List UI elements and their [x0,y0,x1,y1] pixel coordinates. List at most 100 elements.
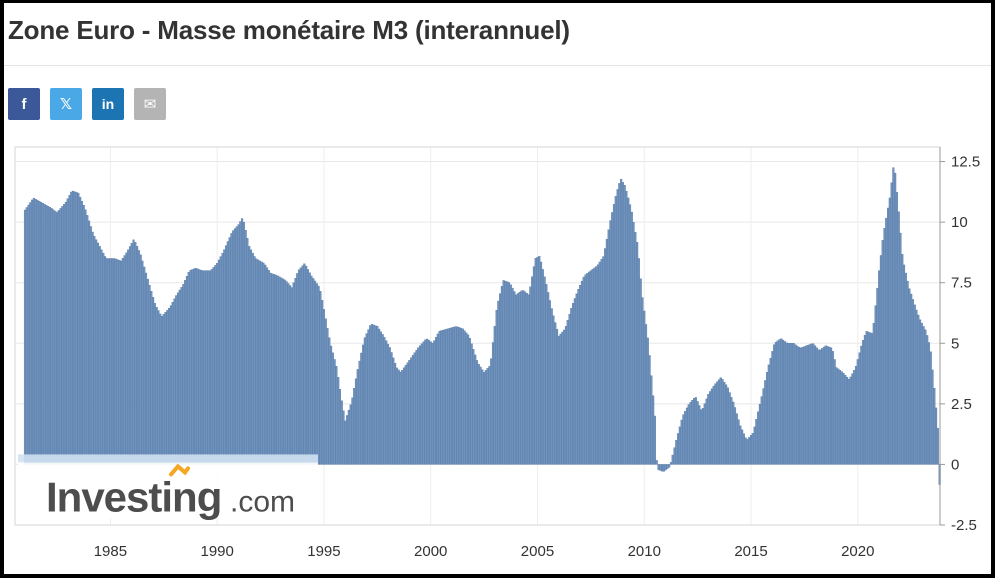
bar [71,190,75,465]
bar [922,326,925,465]
bar [844,375,847,465]
bar [616,189,619,465]
bar [511,287,514,465]
bar [41,202,44,465]
bar [180,287,183,465]
bar [468,338,471,465]
bar [390,352,393,465]
y-tick-label: 10 [951,214,968,231]
twitter-label: 𝕏 [59,96,73,113]
bar [139,254,142,465]
bar [128,246,132,465]
bar [402,367,406,465]
bar [812,343,815,465]
bar [662,464,665,472]
bar [265,267,269,465]
bar [244,230,247,465]
bar [109,258,112,465]
bar [394,363,397,465]
twitter-x-icon[interactable]: 𝕏 [50,88,82,120]
bar [137,250,140,465]
bar [611,212,614,465]
bar [86,215,89,465]
bar [84,209,87,465]
bar [703,403,706,465]
bar [479,366,482,465]
bar [459,327,463,465]
bar [602,256,605,465]
bar [894,172,897,465]
bar [232,230,235,465]
bar [308,272,311,465]
bar [436,333,439,465]
bar [527,294,530,465]
bar [741,429,744,465]
bar [435,337,438,465]
bar [249,249,253,465]
bar [554,322,557,465]
bar [182,284,185,465]
bar [449,327,452,465]
bar [488,366,491,465]
bar [296,273,299,465]
linkedin-label: in [101,96,115,112]
bar [856,359,859,465]
bar [43,203,46,465]
bar [89,226,92,465]
bar [490,358,493,465]
bar [773,344,776,465]
bar [130,242,133,465]
page-title: Zone Euro - Masse monétaire M3 (interann… [8,15,570,45]
bar [301,265,304,465]
bar [287,283,290,465]
x-tick-label: 2020 [841,543,874,560]
bar [790,343,793,465]
email-icon[interactable]: ✉ [134,88,166,120]
bar [778,339,781,465]
bar [808,344,811,465]
bar [568,314,571,465]
bar [630,211,633,465]
bar [860,345,863,465]
bar [50,208,53,465]
bar [669,462,672,465]
bar [276,275,279,465]
bar [337,377,340,465]
bar [273,274,276,465]
bar [271,273,274,465]
bar [176,292,180,465]
bar [415,349,418,465]
bar [32,197,35,465]
bar [121,258,124,465]
bar [906,280,909,465]
bar [748,437,751,465]
y-tick-label: 5 [951,335,959,352]
linkedin-icon[interactable]: in [92,88,124,120]
bar [927,342,931,465]
bar [253,256,256,465]
bar [689,402,692,465]
bar [696,401,699,465]
bar [189,270,192,465]
bar [782,339,785,465]
bar [486,368,489,465]
facebook-icon[interactable]: f [8,88,40,120]
bar [911,299,915,465]
bar [175,295,178,465]
watermark-suffix: .com [230,485,295,518]
bar [652,395,655,465]
bar [173,298,176,465]
bar [330,345,333,465]
x-tick-label: 2015 [734,543,767,560]
bar [335,366,338,465]
bar [865,331,868,465]
bar [285,281,288,465]
bar [269,272,272,465]
bar [241,218,244,465]
bar [580,280,584,465]
bar [644,324,648,465]
bar [417,347,420,465]
bar [493,326,496,465]
bar [806,345,810,465]
bar [210,269,213,465]
